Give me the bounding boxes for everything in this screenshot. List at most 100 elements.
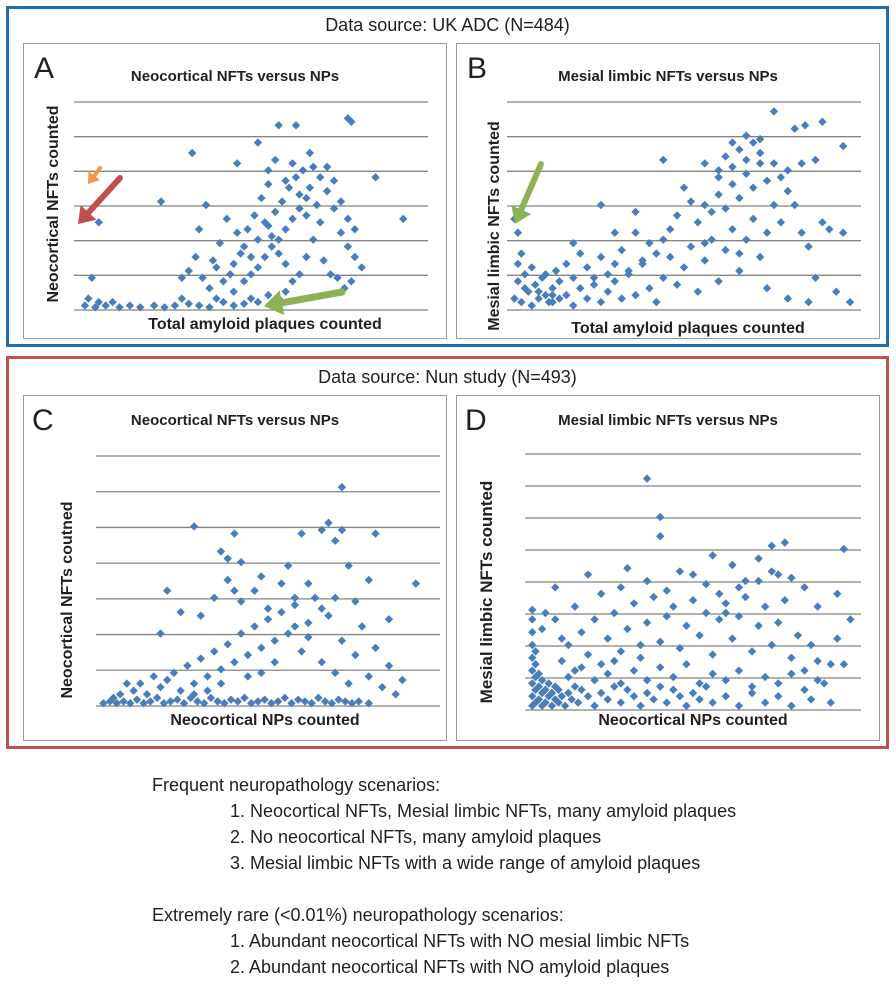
data-point — [790, 124, 799, 133]
data-point — [210, 593, 219, 603]
data-point — [232, 228, 242, 237]
data-point — [734, 666, 744, 675]
data-point — [564, 640, 573, 650]
data-point — [310, 593, 320, 603]
data-point — [331, 536, 340, 545]
data-point — [688, 596, 698, 605]
data-point — [343, 214, 353, 224]
data-point — [239, 299, 249, 308]
data-point — [616, 647, 626, 656]
data-point — [742, 235, 751, 244]
data-point — [682, 621, 691, 630]
data-point — [194, 301, 204, 310]
data-point — [769, 107, 779, 116]
data-point — [517, 297, 526, 307]
data-point — [839, 660, 849, 669]
data-point — [596, 688, 606, 698]
data-point — [700, 256, 709, 265]
data-point — [288, 277, 297, 286]
data-point — [263, 615, 273, 624]
data-point — [669, 685, 678, 694]
data-point — [708, 551, 717, 560]
frequent-item: 3. Mesial limbic NFTs with a wide range … — [230, 853, 701, 873]
data-point — [669, 672, 678, 682]
data-point — [665, 252, 675, 262]
data-point — [108, 297, 117, 307]
data-point — [693, 218, 703, 227]
data-point — [631, 228, 640, 237]
data-point — [662, 612, 671, 621]
data-point — [257, 193, 266, 203]
panel-b-xlabel: Total amyloid plaques counted — [571, 320, 805, 337]
data-point — [305, 148, 315, 158]
data-point — [649, 592, 658, 602]
data-point — [354, 697, 363, 706]
data-point — [290, 622, 300, 631]
data-point — [662, 586, 671, 595]
data-point — [590, 615, 599, 624]
data-point — [223, 575, 232, 585]
data-point — [776, 173, 786, 182]
data-point — [769, 200, 779, 210]
data-point — [747, 682, 757, 691]
data-point — [679, 263, 689, 272]
data-point — [253, 263, 263, 272]
data-point — [213, 697, 222, 706]
data-point — [295, 270, 304, 279]
data-point — [659, 155, 668, 165]
data-point — [760, 698, 770, 707]
data-point — [343, 242, 353, 251]
data-point — [177, 294, 186, 303]
data-point — [302, 211, 311, 220]
data-point — [760, 602, 770, 611]
data-point — [183, 661, 192, 670]
data-point — [267, 242, 276, 251]
data-point — [762, 176, 772, 185]
data-point — [531, 660, 540, 669]
data-point — [125, 301, 135, 310]
data-point — [610, 608, 619, 618]
data-point — [735, 266, 744, 276]
data-point — [267, 232, 276, 241]
data-point — [603, 634, 612, 643]
data-point — [839, 544, 849, 554]
data-point — [384, 661, 394, 670]
data-point — [762, 228, 772, 237]
data-point — [569, 301, 578, 310]
data-point — [721, 608, 730, 618]
data-point — [555, 294, 564, 303]
data-point — [176, 607, 185, 617]
data-point — [701, 682, 711, 691]
data-point — [813, 656, 822, 666]
data-point — [642, 474, 652, 483]
data-point — [350, 225, 359, 234]
data-point — [596, 200, 606, 210]
data-point — [371, 173, 380, 182]
data-point — [790, 200, 799, 210]
data-point — [304, 579, 313, 588]
data-point — [274, 249, 283, 258]
data-point — [290, 600, 300, 610]
panel-b-title: Mesial limbic NFTs versus NPs — [558, 68, 778, 85]
data-point — [136, 303, 145, 312]
data-point — [281, 259, 290, 269]
data-point — [708, 650, 717, 659]
data-point — [715, 589, 724, 598]
data-point — [767, 541, 776, 550]
data-point — [721, 692, 730, 701]
data-point — [205, 284, 214, 293]
data-point — [806, 695, 816, 704]
data-point — [191, 252, 200, 262]
data-point — [337, 636, 347, 645]
data-point — [229, 287, 238, 296]
data-point — [101, 301, 110, 310]
data-point — [755, 134, 765, 144]
data-point — [179, 699, 189, 708]
panel-c-xlabel: Neocortical NPs counted — [170, 712, 360, 729]
data-point — [569, 273, 578, 282]
data-point — [833, 634, 842, 643]
data-point — [721, 676, 730, 685]
data-point — [219, 277, 228, 286]
data-point — [811, 155, 820, 165]
data-point — [295, 190, 304, 199]
